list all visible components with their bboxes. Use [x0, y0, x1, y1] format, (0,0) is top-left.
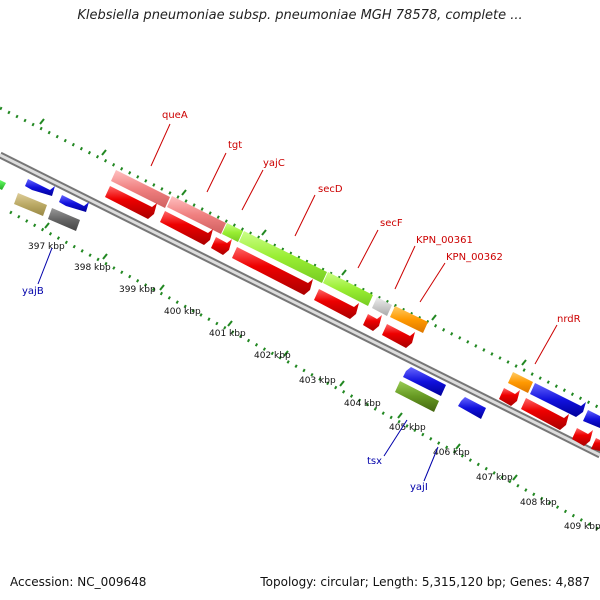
kbp-label: 402 kbp	[254, 351, 291, 361]
gene-feature-yajB[interactable]	[14, 193, 47, 216]
gene-label-secD[interactable]: secD	[318, 184, 343, 195]
backbone	[0, 151, 600, 459]
kbp-label: 397 kbp	[28, 242, 65, 252]
map-title: Klebsiella pneumoniae subsp. pneumoniae …	[77, 8, 523, 23]
gene-feature-yajC[interactable]	[222, 223, 243, 242]
cds-feature[interactable]	[572, 428, 593, 446]
outer-ruler	[0, 106, 600, 410]
cds-feature[interactable]	[363, 314, 382, 331]
cds-feature[interactable]	[160, 211, 213, 245]
gene-label-queA[interactable]: queA	[162, 110, 188, 121]
gene-feature-left-edge[interactable]	[0, 180, 6, 190]
inner-ruler	[9, 210, 600, 532]
gene-label-tgt[interactable]: tgt	[228, 140, 242, 151]
gene-feature-nrdR[interactable]	[508, 372, 533, 393]
gene-feature-secF[interactable]	[323, 272, 373, 306]
gene-feature-secD[interactable]	[239, 231, 327, 283]
gene-feature-blue[interactable]	[458, 397, 486, 419]
gene-label-KPN_00361[interactable]: KPN_00361	[416, 235, 473, 246]
gene-feature-gray[interactable]	[48, 208, 80, 231]
accession-text: Accession: NC_009648	[10, 575, 147, 589]
kbp-labels: 397 kbp 398 kbp 399 kbp 400 kbp 401 kbp …	[28, 242, 600, 532]
reverse-track	[14, 193, 486, 419]
kbp-label: 399 kbp	[119, 285, 156, 295]
cds-feature[interactable]	[382, 324, 415, 348]
kbp-label: 401 kbp	[209, 329, 246, 339]
gene-feature-tsx[interactable]	[395, 381, 439, 412]
genome-summary-text: Topology: circular; Length: 5,315,120 bp…	[260, 575, 590, 589]
gene-feature-blue[interactable]	[583, 410, 600, 428]
gene-feature-KPN_00362[interactable]	[390, 306, 428, 333]
gene-label-secF[interactable]: secF	[380, 218, 403, 229]
cds-feature[interactable]	[232, 247, 313, 295]
gene-label-KPN_00362[interactable]: KPN_00362	[446, 252, 503, 263]
gene-labels: queA tgt yajC secD secF KPN_00361 KPN_00…	[22, 110, 581, 493]
gene-label-tsx[interactable]: tsx	[367, 456, 382, 467]
cds-feature[interactable]	[499, 388, 520, 406]
kbp-label: 403 kbp	[299, 376, 336, 386]
gene-feature-blue[interactable]	[59, 195, 89, 212]
kbp-label: 409 kbp	[564, 522, 600, 532]
kbp-label: 406 kbp	[433, 448, 470, 458]
label-lines-blue	[37, 247, 439, 482]
cds-feature[interactable]	[591, 438, 600, 451]
cds-feature[interactable]	[314, 289, 359, 319]
kbp-label: 407 kbp	[476, 473, 513, 483]
gene-feature-tgt[interactable]	[167, 196, 226, 234]
cds-feature[interactable]	[211, 237, 232, 255]
kbp-label: 404 kbp	[344, 399, 381, 409]
cds-feature[interactable]	[105, 186, 157, 219]
gene-feature-KPN_00361[interactable]	[372, 297, 392, 316]
gene-label-nrdR[interactable]: nrdR	[557, 314, 581, 325]
label-lines	[150, 123, 558, 365]
kbp-label: 400 kbp	[164, 307, 201, 317]
gene-feature-blue[interactable]	[403, 367, 446, 396]
gene-track	[0, 170, 600, 451]
gene-feature-blue[interactable]	[25, 179, 55, 196]
gene-label-yajC[interactable]: yajC	[263, 158, 285, 169]
kbp-label: 408 kbp	[520, 498, 557, 508]
kbp-label: 398 kbp	[74, 263, 111, 273]
gene-label-yajB[interactable]: yajB	[22, 286, 44, 297]
gene-feature-queA[interactable]	[111, 170, 170, 208]
kbp-label: 405 kbp	[389, 423, 426, 433]
gene-label-yajI[interactable]: yajI	[410, 482, 428, 493]
gene-feature-blue[interactable]	[530, 383, 586, 417]
cds-feature[interactable]	[521, 398, 569, 430]
